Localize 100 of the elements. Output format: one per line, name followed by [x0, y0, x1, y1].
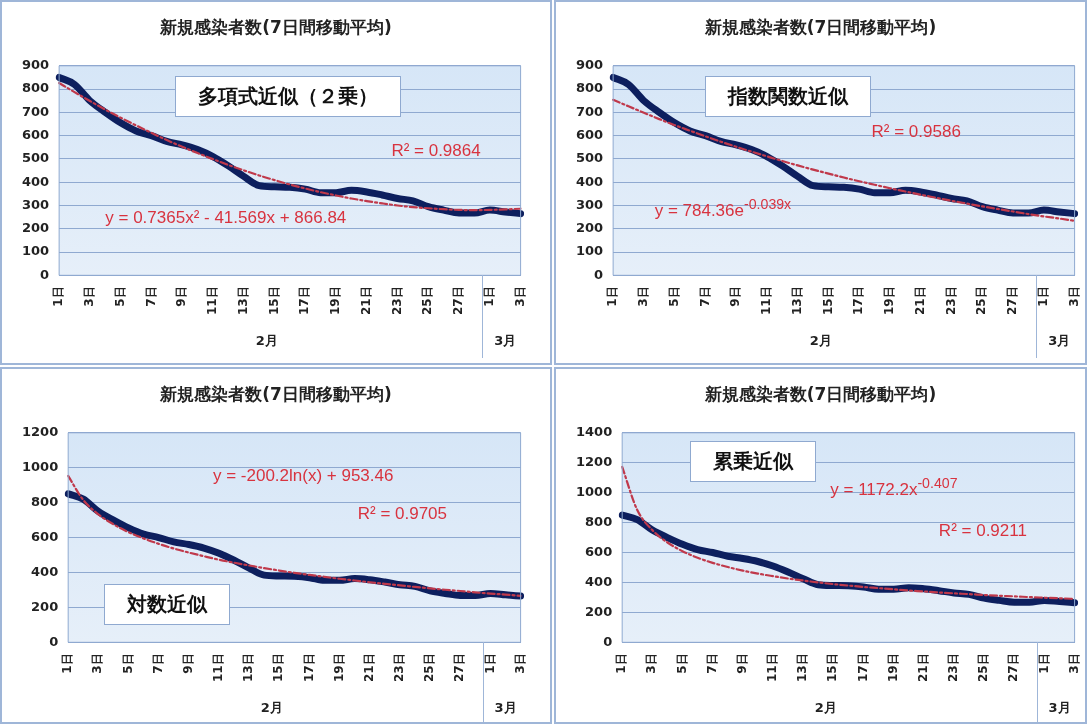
- text: 2月: [809, 332, 832, 350]
- y-tick-label: 500: [576, 150, 604, 166]
- y-tick-label: 500: [22, 150, 50, 166]
- x-tick-label: 5日: [666, 286, 681, 307]
- y-tick-label: 900: [576, 57, 604, 73]
- y-tick-label: 200: [31, 598, 59, 614]
- chart-title: 新規感染者数(7日間移動平均): [159, 16, 393, 39]
- text: 2月: [260, 699, 283, 717]
- x-tick-label: 15日: [825, 653, 840, 682]
- x-tick-label: 9日: [180, 653, 195, 674]
- y-tick-label: 800: [576, 80, 604, 96]
- annotation: y = 1172.2x$^{-0.407}$: [830, 474, 958, 500]
- y-tick-label: 600: [576, 127, 604, 143]
- annotation: 累乗近似: [690, 441, 817, 483]
- x-tick-label: 21日: [358, 286, 373, 315]
- x-tick-label: 3日: [1066, 286, 1081, 307]
- x-tick-label: 17日: [297, 286, 312, 315]
- chart-title: 新規感染者数(7日間移動平均): [703, 383, 938, 406]
- x-tick-label: 3日: [82, 286, 97, 307]
- y-tick-label: 800: [31, 494, 59, 510]
- y-tick-label: 700: [22, 103, 50, 119]
- chart-title: 新規感染者数(7日間移動平均): [703, 16, 938, 39]
- text: 3月: [494, 332, 517, 350]
- x-tick-label: 23日: [392, 653, 407, 682]
- x-tick-label: 9日: [728, 286, 743, 307]
- x-tick-label: 27日: [451, 286, 466, 315]
- x-tick-label: 13日: [241, 653, 256, 682]
- text: 2月: [814, 699, 837, 717]
- x-tick-label: 17日: [855, 653, 870, 682]
- y-tick-label: 1000: [21, 459, 59, 475]
- x-tick-label: 23日: [946, 653, 961, 682]
- x-tick-label: 17日: [851, 286, 866, 315]
- x-tick-label: 3日: [636, 286, 651, 307]
- y-tick-label: 300: [22, 196, 50, 212]
- y-tick-label: 400: [576, 173, 604, 189]
- x-tick-label: 27日: [1006, 653, 1021, 682]
- x-tick-label: 21日: [915, 653, 930, 682]
- y-tick-label: 0: [594, 266, 604, 282]
- y-tick-label: 600: [22, 127, 50, 143]
- y-tick-label: 800: [585, 513, 613, 529]
- x-tick-label: 1日: [51, 286, 66, 307]
- annotation: R² = 0.9705: [357, 504, 448, 525]
- x-tick-label: 27日: [1005, 286, 1020, 315]
- x-tick-label: 27日: [452, 653, 467, 682]
- y-tick-label: 100: [576, 243, 604, 259]
- x-tick-label: 1日: [481, 286, 496, 307]
- y-tick-label: 400: [22, 173, 50, 189]
- x-tick-label: 3日: [644, 653, 659, 674]
- x-tick-label: 19日: [328, 286, 343, 315]
- y-tick-label: 200: [585, 603, 613, 619]
- x-tick-label: 11日: [205, 286, 220, 315]
- annotation: y = -200.2ln(x) + 953.46: [212, 466, 394, 487]
- y-tick-label: 0: [603, 633, 613, 649]
- annotation: 対数近似: [104, 583, 231, 625]
- x-tick-label: 17日: [301, 653, 316, 682]
- x-tick-label: 13日: [789, 286, 804, 315]
- x-tick-label: 13日: [795, 653, 810, 682]
- x-tick-label: 1日: [1036, 653, 1051, 674]
- y-tick-label: 200: [576, 220, 604, 236]
- annotation: 多項式近似（２乗）: [174, 76, 401, 118]
- x-tick-label: 15日: [266, 286, 281, 315]
- y-tick-label: 1000: [575, 484, 613, 500]
- annotation: R² = 0.9211: [938, 520, 1027, 541]
- x-tick-label: 23日: [389, 286, 404, 315]
- x-tick-label: 11日: [759, 286, 774, 315]
- x-tick-label: 3日: [90, 653, 105, 674]
- x-tick-label: 25日: [974, 286, 989, 315]
- x-tick-label: 23日: [943, 286, 958, 315]
- x-tick-label: 7日: [704, 653, 719, 674]
- annotation: 指数関数近似: [705, 76, 872, 118]
- y-tick-label: 0: [49, 633, 59, 649]
- x-tick-label: 5日: [120, 653, 135, 674]
- x-tick-label: 1日: [1035, 286, 1050, 307]
- x-tick-label: 3日: [1066, 653, 1081, 674]
- y-tick-label: 0: [40, 266, 50, 282]
- x-tick-label: 7日: [150, 653, 165, 674]
- x-tick-label: 11日: [211, 653, 226, 682]
- y-tick-label: 900: [22, 57, 50, 73]
- y-tick-label: 200: [22, 220, 50, 236]
- text: 2月: [255, 332, 278, 350]
- x-tick-label: 25日: [976, 653, 991, 682]
- annotation: R² = 0.9864: [391, 141, 481, 162]
- text: 3月: [1048, 699, 1071, 717]
- x-tick-label: 11日: [765, 653, 780, 682]
- x-tick-label: 21日: [912, 286, 927, 315]
- x-tick-label: 19日: [882, 286, 897, 315]
- x-tick-label: 3日: [512, 653, 527, 674]
- y-tick-label: 400: [585, 573, 613, 589]
- y-tick-label: 300: [576, 196, 604, 212]
- y-tick-label: 400: [31, 563, 59, 579]
- x-tick-label: 9日: [174, 286, 189, 307]
- x-tick-label: 7日: [143, 286, 158, 307]
- x-tick-label: 5日: [674, 653, 689, 674]
- x-tick-label: 1日: [60, 653, 75, 674]
- y-tick-label: 1200: [575, 454, 613, 470]
- y-tick-label: 1400: [575, 424, 613, 440]
- x-tick-label: 5日: [112, 286, 127, 307]
- x-tick-label: 3日: [512, 286, 527, 307]
- x-tick-label: 13日: [235, 286, 250, 315]
- chart-title: 新規感染者数(7日間移動平均): [159, 383, 393, 406]
